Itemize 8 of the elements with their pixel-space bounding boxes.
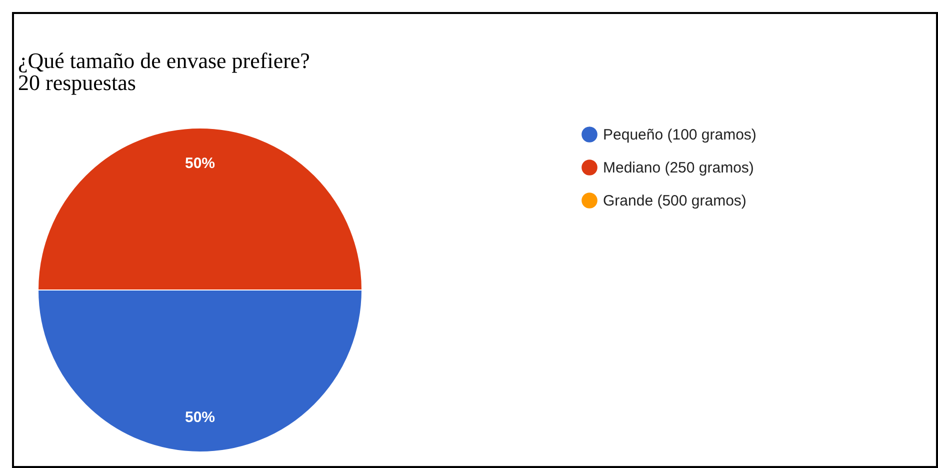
data-label: 50%	[184, 155, 216, 172]
pie-slice	[38, 128, 362, 290]
legend-label: Pequeño (100 gramos)	[603, 126, 756, 144]
legend-label: Mediano (250 gramos)	[603, 160, 754, 176]
data-label: 50%	[184, 409, 216, 426]
pie-slice	[38, 290, 362, 452]
chart-title: ¿Qué tamaño de envase prefiere?	[18, 48, 310, 73]
legend-label: Grande (500 gramos)	[603, 192, 746, 210]
